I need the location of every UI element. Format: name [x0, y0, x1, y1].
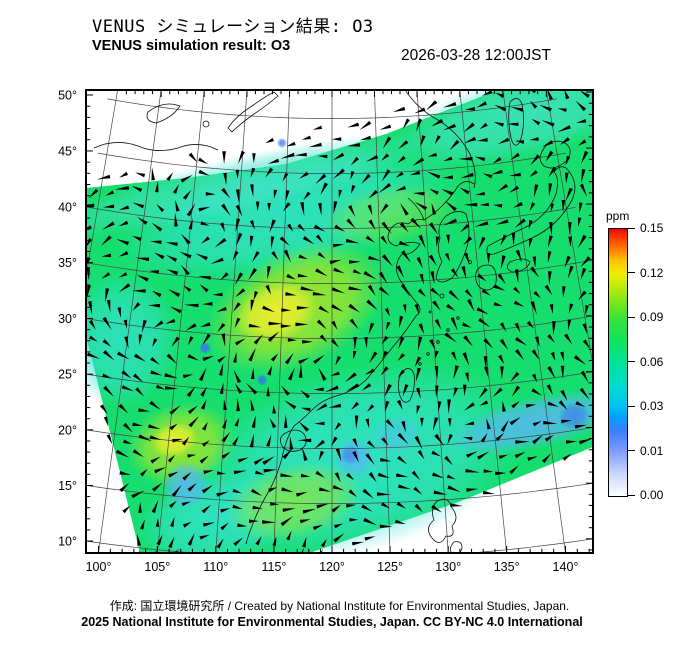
colorbar-unit-label: ppm — [606, 209, 630, 223]
lon-tick-label: 110° — [203, 560, 228, 574]
axis-labels: 50° 45° 40° 35° 30° 25° 20° 15° 10° 100° 105° 110° 1… — [58, 88, 578, 574]
colorbar-tick-label: 0.06 — [640, 354, 664, 369]
colorbar-tick-label: 0.12 — [640, 265, 664, 280]
lat-tick-label: 20° — [58, 423, 77, 437]
lon-tick-label: 115° — [261, 560, 286, 574]
colorbar-tick — [628, 272, 635, 273]
lon-tick-label: 125° — [377, 560, 403, 574]
colorbar-tick — [628, 316, 635, 318]
colorbar-tick-label: 0.15 — [640, 221, 664, 235]
lon-tick-label: 100° — [86, 560, 112, 574]
axis-ticks — [87, 91, 592, 552]
colorbar: ppm 0.15 0.12 0.09 0.06 0.03 0.01 0.00 — [604, 209, 700, 509]
colorbar-tick — [628, 361, 635, 362]
lat-tick-label: 25° — [58, 368, 77, 382]
lat-tick-label: 45° — [58, 144, 77, 158]
lat-tick-label: 15° — [58, 479, 77, 493]
page-title-japanese: VENUS シミュレーション結果: O3 — [92, 17, 374, 37]
colorbar-gradient — [608, 228, 628, 497]
lat-tick-label: 30° — [58, 312, 77, 326]
attribution-line: 作成: 国立環境研究所 / Created by National Instit… — [109, 599, 570, 613]
wind-vector-arrows — [86, 90, 593, 553]
colorbar-tick-label: 0.03 — [640, 399, 664, 413]
map-frame: 50° 45° 40° 35° 30° 25° 20° 15° 10° 100° 105° 110° 1… — [58, 88, 594, 574]
lon-tick-label: 130° — [435, 560, 461, 574]
page-title-english: VENUS simulation result: O3 — [92, 38, 291, 54]
lon-tick-label: 140° — [553, 560, 579, 574]
colorbar-tick-label: 0.00 — [640, 488, 664, 502]
coastlines — [93, 90, 576, 553]
lat-tick-label: 40° — [58, 200, 77, 214]
map-figure: 50° 45° 40° 35° 30° 25° 20° 15° 10° 100° 105° 110° 1… — [58, 88, 594, 574]
colorbar-tick-label: 0.09 — [640, 310, 664, 324]
lat-tick-label: 10° — [58, 535, 77, 549]
lon-tick-label: 105° — [144, 560, 170, 574]
lat-tick-label: 50° — [58, 88, 77, 102]
lon-tick-label: 120° — [319, 560, 345, 574]
lon-tick-label: 135° — [494, 560, 520, 574]
colorbar-tick — [628, 494, 635, 496]
lat-tick-label: 35° — [58, 256, 77, 270]
colorbar-tick — [628, 405, 635, 407]
colorbar-tick-label: 0.01 — [640, 443, 664, 458]
timestamp: 2026-03-28 12:00JST — [401, 47, 551, 64]
colorbar-tick — [628, 450, 635, 451]
colorbar-tick — [628, 227, 635, 229]
graticule — [86, 90, 593, 553]
license-line: 2025 National Institute for Environmenta… — [81, 615, 583, 629]
